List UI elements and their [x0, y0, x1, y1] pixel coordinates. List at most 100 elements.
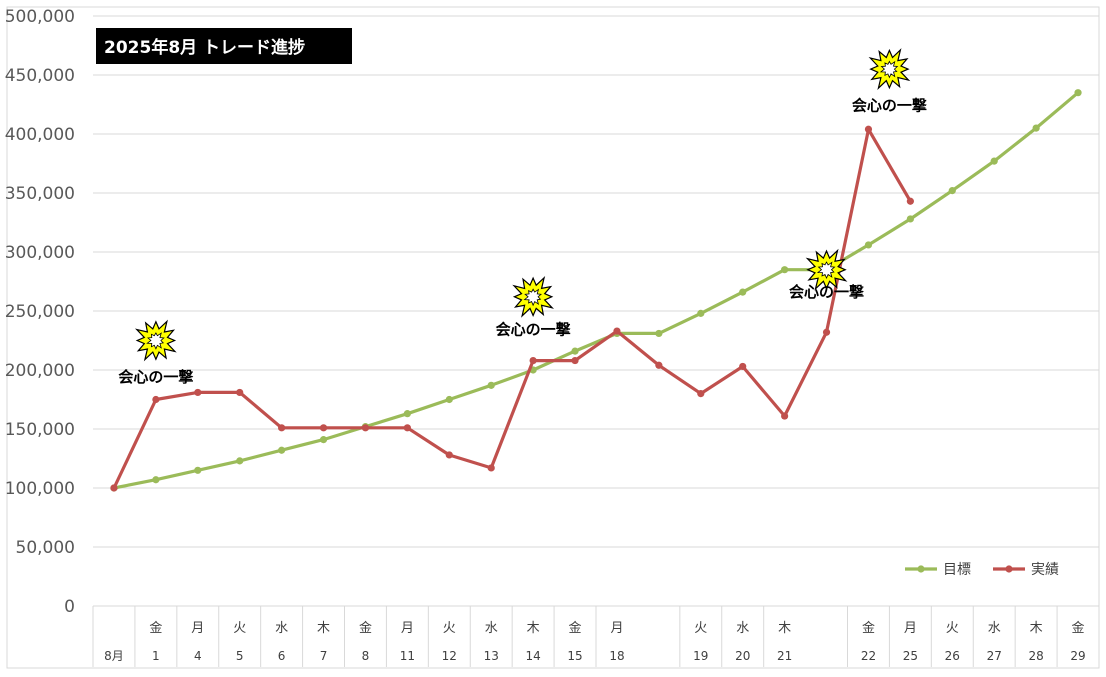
data-point — [1032, 124, 1040, 132]
data-point — [571, 356, 579, 365]
data-point — [445, 451, 453, 459]
starburst-icon — [805, 248, 848, 291]
x-day-label: 26 — [945, 649, 960, 663]
data-point — [361, 424, 370, 432]
x-day-label: 5 — [236, 649, 244, 663]
x-day-label: 13 — [484, 649, 499, 663]
y-tick-label: 50,000 — [16, 538, 75, 558]
data-point — [152, 395, 160, 404]
data-point — [822, 328, 831, 336]
x-dow-label: 月 — [610, 621, 623, 636]
x-day-label: 15 — [567, 649, 582, 663]
data-point — [906, 197, 914, 205]
x-day-label: 22 — [861, 649, 876, 663]
data-point — [864, 241, 873, 249]
data-point — [194, 388, 202, 397]
data-point — [864, 125, 873, 133]
data-point — [948, 187, 956, 195]
legend: 目標 実績 — [905, 562, 1059, 578]
legend-item: 目標 — [905, 562, 971, 578]
x-dow-label: 木 — [527, 621, 540, 636]
legend-item: 実績 — [993, 562, 1059, 578]
chart-border — [6, 6, 1100, 669]
x-day-label: 6 — [278, 649, 286, 663]
data-point — [236, 388, 244, 397]
x-dow-label: 金 — [862, 620, 875, 636]
x-dow-label: 火 — [694, 621, 707, 636]
data-point — [487, 381, 495, 389]
y-tick-label: 300,000 — [5, 243, 75, 263]
x-day-label: 14 — [525, 649, 540, 663]
callout-label: 会心の一撃 — [118, 368, 193, 386]
data-point — [152, 476, 160, 484]
x-day-label: 11 — [400, 649, 415, 663]
legend-label: 目標 — [943, 562, 971, 578]
x-dow-label: 月 — [904, 621, 917, 636]
x-dow-label: 木 — [317, 621, 330, 636]
starburst-icon — [512, 276, 555, 318]
x-day-label: 18 — [609, 649, 624, 663]
callout-label: 会心の一撃 — [496, 321, 571, 339]
x-dow-label: 水 — [275, 621, 288, 636]
data-point — [655, 361, 663, 369]
data-point — [571, 347, 579, 355]
x-dow-label: 木 — [1030, 621, 1043, 636]
callout-label: 会心の一撃 — [789, 283, 864, 301]
data-point — [739, 288, 747, 296]
data-point — [236, 457, 244, 465]
data-point — [110, 484, 118, 492]
x-dow-label: 金 — [1072, 620, 1085, 636]
y-tick-label: 100,000 — [5, 479, 75, 499]
x-dow-label: 水 — [988, 621, 1001, 636]
x-dow-label: 火 — [946, 621, 959, 636]
data-point — [529, 356, 537, 365]
x-day-label: 20 — [735, 649, 750, 663]
x-dow-label: 金 — [149, 620, 162, 636]
chart-title-box: 2025年8月 トレード進捗 — [96, 28, 352, 64]
x-dow-label: 火 — [443, 621, 456, 636]
callout-label: 会心の一撃 — [852, 96, 927, 114]
x-day-label: 19 — [693, 649, 708, 663]
data-point — [613, 327, 621, 335]
data-point — [655, 329, 663, 338]
y-tick-label: 150,000 — [5, 420, 75, 440]
data-point — [278, 446, 286, 454]
data-point — [194, 466, 202, 474]
y-tick-label: 200,000 — [5, 361, 75, 381]
data-point — [906, 215, 914, 223]
x-day-label: 8月 — [104, 649, 124, 663]
x-dow-label: 木 — [778, 621, 791, 636]
x-dow-label: 水 — [485, 621, 498, 636]
series-line — [112, 127, 912, 489]
y-tick-label: 500,000 — [5, 7, 75, 27]
y-tick-label: 350,000 — [5, 184, 75, 204]
x-day-label: 21 — [777, 649, 792, 663]
y-tick-label: 450,000 — [5, 66, 75, 86]
starburst-icon — [134, 319, 177, 362]
data-point — [403, 424, 411, 432]
x-day-label: 8 — [362, 649, 370, 663]
x-dow-label: 金 — [359, 620, 372, 636]
x-dow-label: 月 — [401, 621, 414, 636]
data-point — [990, 157, 998, 165]
x-day-label: 1 — [152, 649, 160, 663]
chart-title: 2025年8月 トレード進捗 — [104, 37, 305, 58]
x-day-label: 25 — [903, 649, 918, 663]
x-day-label: 29 — [1070, 649, 1085, 663]
data-point — [487, 464, 495, 472]
data-point — [697, 390, 705, 398]
data-point — [781, 266, 789, 274]
y-tick-label: 0 — [64, 597, 75, 617]
data-point — [445, 395, 453, 404]
y-tick-label: 400,000 — [5, 125, 75, 145]
data-point — [739, 362, 747, 371]
data-point — [697, 309, 705, 317]
starburst-icon — [868, 48, 911, 91]
x-day-label: 7 — [320, 649, 328, 663]
x-dow-label: 水 — [736, 621, 749, 636]
legend-label: 実績 — [1031, 562, 1059, 578]
data-point — [1074, 89, 1082, 97]
x-dow-label: 火 — [233, 621, 246, 636]
